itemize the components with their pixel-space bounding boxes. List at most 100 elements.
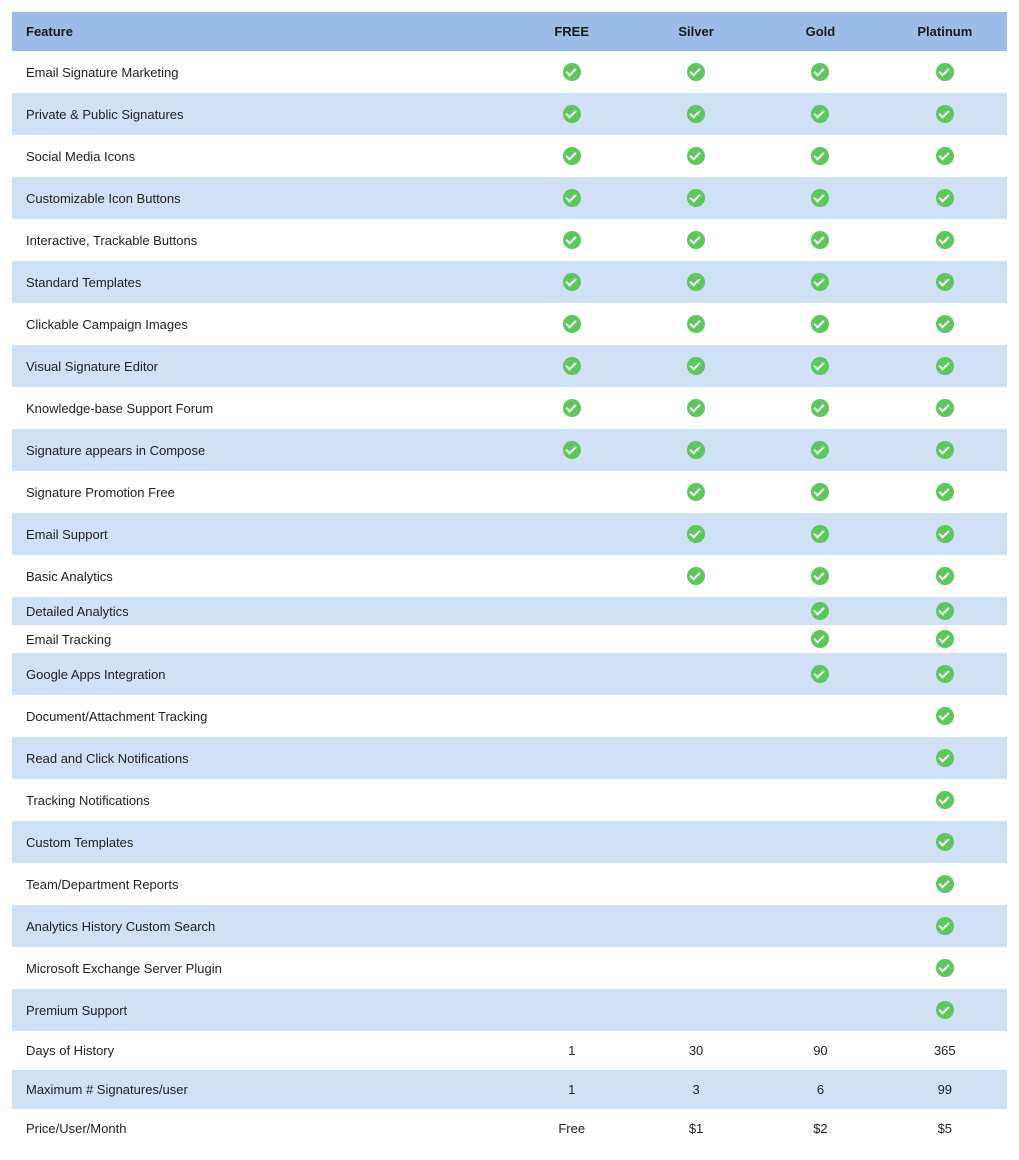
check-icon bbox=[687, 567, 705, 585]
plan-cell-gold bbox=[758, 625, 882, 653]
plan-cell-silver bbox=[634, 51, 758, 93]
plan-cell-free bbox=[510, 303, 634, 345]
check-icon bbox=[563, 441, 581, 459]
check-icon bbox=[811, 273, 829, 291]
plan-cell-free: 1 bbox=[510, 1031, 634, 1070]
plan-cell-silver bbox=[634, 261, 758, 303]
plan-cell-platinum bbox=[883, 429, 1007, 471]
plan-cell-platinum bbox=[883, 93, 1007, 135]
feature-name: Signature Promotion Free bbox=[12, 471, 510, 513]
plan-cell-free bbox=[510, 597, 634, 625]
feature-name: Signature appears in Compose bbox=[12, 429, 510, 471]
plan-cell-gold: 90 bbox=[758, 1031, 882, 1070]
plan-cell-silver bbox=[634, 345, 758, 387]
check-icon bbox=[811, 315, 829, 333]
check-icon bbox=[563, 105, 581, 123]
feature-name: Standard Templates bbox=[12, 261, 510, 303]
plan-cell-gold bbox=[758, 597, 882, 625]
plan-cell-free bbox=[510, 513, 634, 555]
plan-cell-silver bbox=[634, 653, 758, 695]
table-row: Detailed Analytics bbox=[12, 597, 1007, 625]
check-icon bbox=[936, 273, 954, 291]
plan-cell-free bbox=[510, 261, 634, 303]
plan-cell-platinum: 99 bbox=[883, 1070, 1007, 1109]
plan-cell-silver: 30 bbox=[634, 1031, 758, 1070]
plan-cell-platinum bbox=[883, 779, 1007, 821]
plan-cell-gold bbox=[758, 261, 882, 303]
check-icon bbox=[811, 441, 829, 459]
table-row: Signature appears in Compose bbox=[12, 429, 1007, 471]
plan-cell-silver bbox=[634, 597, 758, 625]
check-icon bbox=[687, 189, 705, 207]
feature-name: Document/Attachment Tracking bbox=[12, 695, 510, 737]
check-icon bbox=[563, 399, 581, 417]
plan-cell-platinum bbox=[883, 177, 1007, 219]
table-row: Basic Analytics bbox=[12, 555, 1007, 597]
plan-cell-gold bbox=[758, 51, 882, 93]
table-row: Email Tracking bbox=[12, 625, 1007, 653]
check-icon bbox=[687, 231, 705, 249]
plan-cell-gold bbox=[758, 387, 882, 429]
plan-cell-platinum bbox=[883, 345, 1007, 387]
feature-name: Analytics History Custom Search bbox=[12, 905, 510, 947]
feature-name: Price/User/Month bbox=[12, 1109, 510, 1148]
plan-cell-platinum bbox=[883, 821, 1007, 863]
plan-cell-platinum bbox=[883, 597, 1007, 625]
feature-name: Tracking Notifications bbox=[12, 779, 510, 821]
table-row: Email Signature Marketing bbox=[12, 51, 1007, 93]
plan-cell-gold bbox=[758, 219, 882, 261]
check-icon bbox=[811, 630, 829, 648]
plan-cell-silver: 3 bbox=[634, 1070, 758, 1109]
check-icon bbox=[936, 147, 954, 165]
table-row: Social Media Icons bbox=[12, 135, 1007, 177]
feature-name: Email Tracking bbox=[12, 625, 510, 653]
plan-cell-gold bbox=[758, 177, 882, 219]
column-header-gold: Gold bbox=[758, 12, 882, 51]
check-icon bbox=[811, 63, 829, 81]
plan-cell-gold bbox=[758, 779, 882, 821]
plan-cell-silver bbox=[634, 779, 758, 821]
plan-cell-gold bbox=[758, 513, 882, 555]
plan-cell-silver bbox=[634, 695, 758, 737]
table-row: Standard Templates bbox=[12, 261, 1007, 303]
check-icon bbox=[936, 791, 954, 809]
check-icon bbox=[936, 602, 954, 620]
column-header-platinum: Platinum bbox=[883, 12, 1007, 51]
plan-cell-platinum bbox=[883, 905, 1007, 947]
plan-cell-silver bbox=[634, 989, 758, 1031]
check-icon bbox=[936, 399, 954, 417]
feature-name: Private & Public Signatures bbox=[12, 93, 510, 135]
check-icon bbox=[936, 525, 954, 543]
table-row: Analytics History Custom Search bbox=[12, 905, 1007, 947]
check-icon bbox=[563, 273, 581, 291]
check-icon bbox=[687, 147, 705, 165]
table-row: Custom Templates bbox=[12, 821, 1007, 863]
plan-cell-gold: $2 bbox=[758, 1109, 882, 1148]
plan-cell-silver bbox=[634, 387, 758, 429]
check-icon bbox=[563, 63, 581, 81]
check-icon bbox=[687, 315, 705, 333]
plan-cell-silver bbox=[634, 905, 758, 947]
plan-cell-free bbox=[510, 345, 634, 387]
feature-name: Maximum # Signatures/user bbox=[12, 1070, 510, 1109]
plan-cell-free bbox=[510, 947, 634, 989]
feature-name: Team/Department Reports bbox=[12, 863, 510, 905]
plan-cell-free bbox=[510, 695, 634, 737]
plan-cell-free bbox=[510, 905, 634, 947]
check-icon bbox=[687, 273, 705, 291]
check-icon bbox=[687, 63, 705, 81]
check-icon bbox=[563, 315, 581, 333]
check-icon bbox=[811, 567, 829, 585]
plan-cell-gold bbox=[758, 947, 882, 989]
plan-cell-platinum bbox=[883, 51, 1007, 93]
table-row: Signature Promotion Free bbox=[12, 471, 1007, 513]
plan-cell-platinum bbox=[883, 513, 1007, 555]
plan-cell-free bbox=[510, 625, 634, 653]
feature-name: Interactive, Trackable Buttons bbox=[12, 219, 510, 261]
plan-cell-free: 1 bbox=[510, 1070, 634, 1109]
plan-cell-free bbox=[510, 737, 634, 779]
feature-name: Social Media Icons bbox=[12, 135, 510, 177]
pricing-comparison-table: Feature FREE Silver Gold Platinum Email … bbox=[12, 12, 1007, 1148]
check-icon bbox=[563, 231, 581, 249]
table-row: Private & Public Signatures bbox=[12, 93, 1007, 135]
